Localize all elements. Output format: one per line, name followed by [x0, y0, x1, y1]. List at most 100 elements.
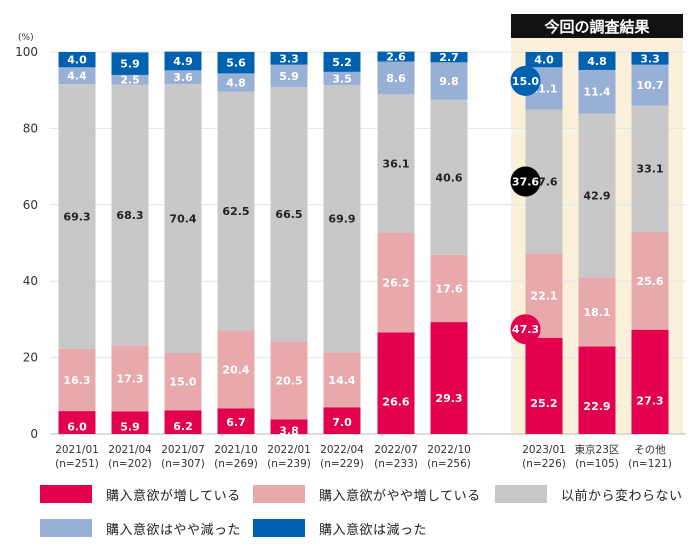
bar-segment — [323, 352, 361, 408]
bar-segment — [217, 408, 255, 434]
bar-segment — [270, 87, 308, 342]
data-label: 20.5 — [275, 374, 302, 387]
x-tick-label: 2021/04 — [108, 444, 152, 456]
bar-segment — [631, 231, 669, 330]
legend-item: 購入意欲が増している — [40, 484, 241, 504]
x-tick-sublabel: (n=256) — [427, 458, 471, 470]
data-label: 62.5 — [222, 205, 249, 218]
x-tick-label: 2021/07 — [161, 444, 205, 456]
bar-segment — [164, 353, 202, 411]
data-label: 5.6 — [226, 57, 246, 70]
data-label: 3.6 — [173, 71, 193, 84]
data-label: 36.1 — [382, 157, 409, 170]
bar-segment — [430, 52, 468, 63]
callout-value: 47.3 — [512, 323, 539, 336]
data-label: 69.9 — [328, 213, 355, 226]
bar-segment — [164, 51, 202, 71]
data-label: 5.9 — [120, 58, 140, 71]
data-label: 4.0 — [67, 54, 87, 67]
legend-swatch — [40, 485, 92, 503]
data-label: 11.4 — [583, 86, 610, 99]
data-label: 26.6 — [382, 395, 409, 408]
data-label: 40.6 — [435, 171, 462, 184]
x-tick-label: 2021/10 — [214, 444, 258, 456]
data-label: 8.6 — [386, 72, 406, 85]
data-label: 29.3 — [435, 392, 462, 405]
bar-segment — [323, 85, 361, 353]
bar-segment — [578, 69, 616, 114]
data-label: 15.0 — [169, 376, 196, 389]
x-tick-sublabel: (n=251) — [55, 458, 99, 470]
data-label: 20.4 — [222, 363, 249, 376]
x-tick-label: 2022/07 — [374, 444, 418, 456]
legend-item: 購入意欲がやや増している — [253, 484, 481, 504]
bar-segment — [631, 52, 669, 65]
bar-segment — [631, 329, 669, 434]
data-label: 69.3 — [63, 210, 90, 223]
bar-segment — [270, 64, 308, 88]
x-tick-label: 2022/01 — [267, 444, 311, 456]
bar-segment — [430, 62, 468, 100]
x-tick-sublabel: (n=239) — [267, 458, 311, 470]
x-tick-label: 2022/04 — [320, 444, 364, 456]
bar-segment — [217, 52, 255, 74]
bar-segment — [377, 232, 415, 333]
legend-label: 購入意欲はやや減った — [106, 522, 242, 538]
bar-segment — [631, 64, 669, 106]
bar-segment — [430, 99, 468, 255]
bar-segment — [377, 94, 415, 233]
bar-segment — [164, 84, 202, 354]
bar-segment — [111, 74, 149, 85]
y-tick-label: 100 — [15, 45, 38, 59]
bar-segment — [164, 70, 202, 85]
bar-segment — [377, 332, 415, 434]
bar-segment — [377, 51, 415, 62]
bar-segment — [578, 277, 616, 347]
bar-segment — [525, 52, 563, 68]
y-tick-label: 20 — [23, 351, 38, 365]
y-tick-label: 80 — [23, 121, 38, 135]
legend-item: 購入意欲はやや減った — [40, 518, 241, 538]
bar-segment — [58, 411, 96, 434]
bar-segment — [430, 254, 468, 323]
bar-segment — [111, 84, 149, 346]
x-tick-sublabel: (n=105) — [575, 458, 619, 470]
x-tick-sublabel: (n=233) — [374, 458, 418, 470]
chart-legend: 購入意欲が増している 購入意欲がやや増している 以前から変わらない購入意欲はやや減っ… — [40, 484, 690, 544]
legend-swatch — [40, 519, 92, 537]
data-label: 4.9 — [173, 55, 193, 68]
callout-value: 15.0 — [512, 75, 539, 88]
legend-swatch — [253, 519, 305, 537]
data-label: 27.3 — [636, 395, 663, 408]
callout-circle — [510, 166, 541, 197]
data-label: 6.2 — [173, 420, 193, 433]
data-label: 66.5 — [275, 208, 302, 221]
bar-segment — [323, 71, 361, 86]
bar-segment — [111, 52, 149, 75]
data-label: 3.8 — [279, 425, 299, 438]
bar-segment — [525, 337, 563, 434]
bar-segment — [58, 84, 96, 349]
bar-segment — [430, 322, 468, 434]
bar-segment — [323, 407, 361, 434]
data-label: 22.1 — [530, 290, 557, 303]
data-label: 6.0 — [67, 421, 87, 434]
data-label: 4.8 — [587, 55, 607, 68]
y-axis-unit: (%) — [18, 33, 34, 43]
legend-label: 購入意欲は減った — [319, 522, 428, 538]
data-label: 5.9 — [120, 421, 140, 434]
data-label: 33.1 — [636, 163, 663, 176]
bar-segment — [217, 73, 255, 92]
x-tick-sublabel: (n=202) — [108, 458, 152, 470]
legend-item: 以前から変わらない — [495, 484, 683, 504]
data-label: 17.6 — [435, 282, 462, 295]
bar-segment — [270, 341, 308, 420]
data-label: 6.7 — [226, 416, 246, 429]
x-tick-label: その他 — [634, 443, 666, 456]
highlight-title: 今回の調査結果 — [543, 18, 650, 36]
data-label: 2.7 — [439, 51, 459, 64]
x-tick-sublabel: (n=121) — [628, 458, 672, 470]
x-tick-sublabel: (n=307) — [161, 458, 205, 470]
data-label: 4.0 — [534, 54, 554, 67]
